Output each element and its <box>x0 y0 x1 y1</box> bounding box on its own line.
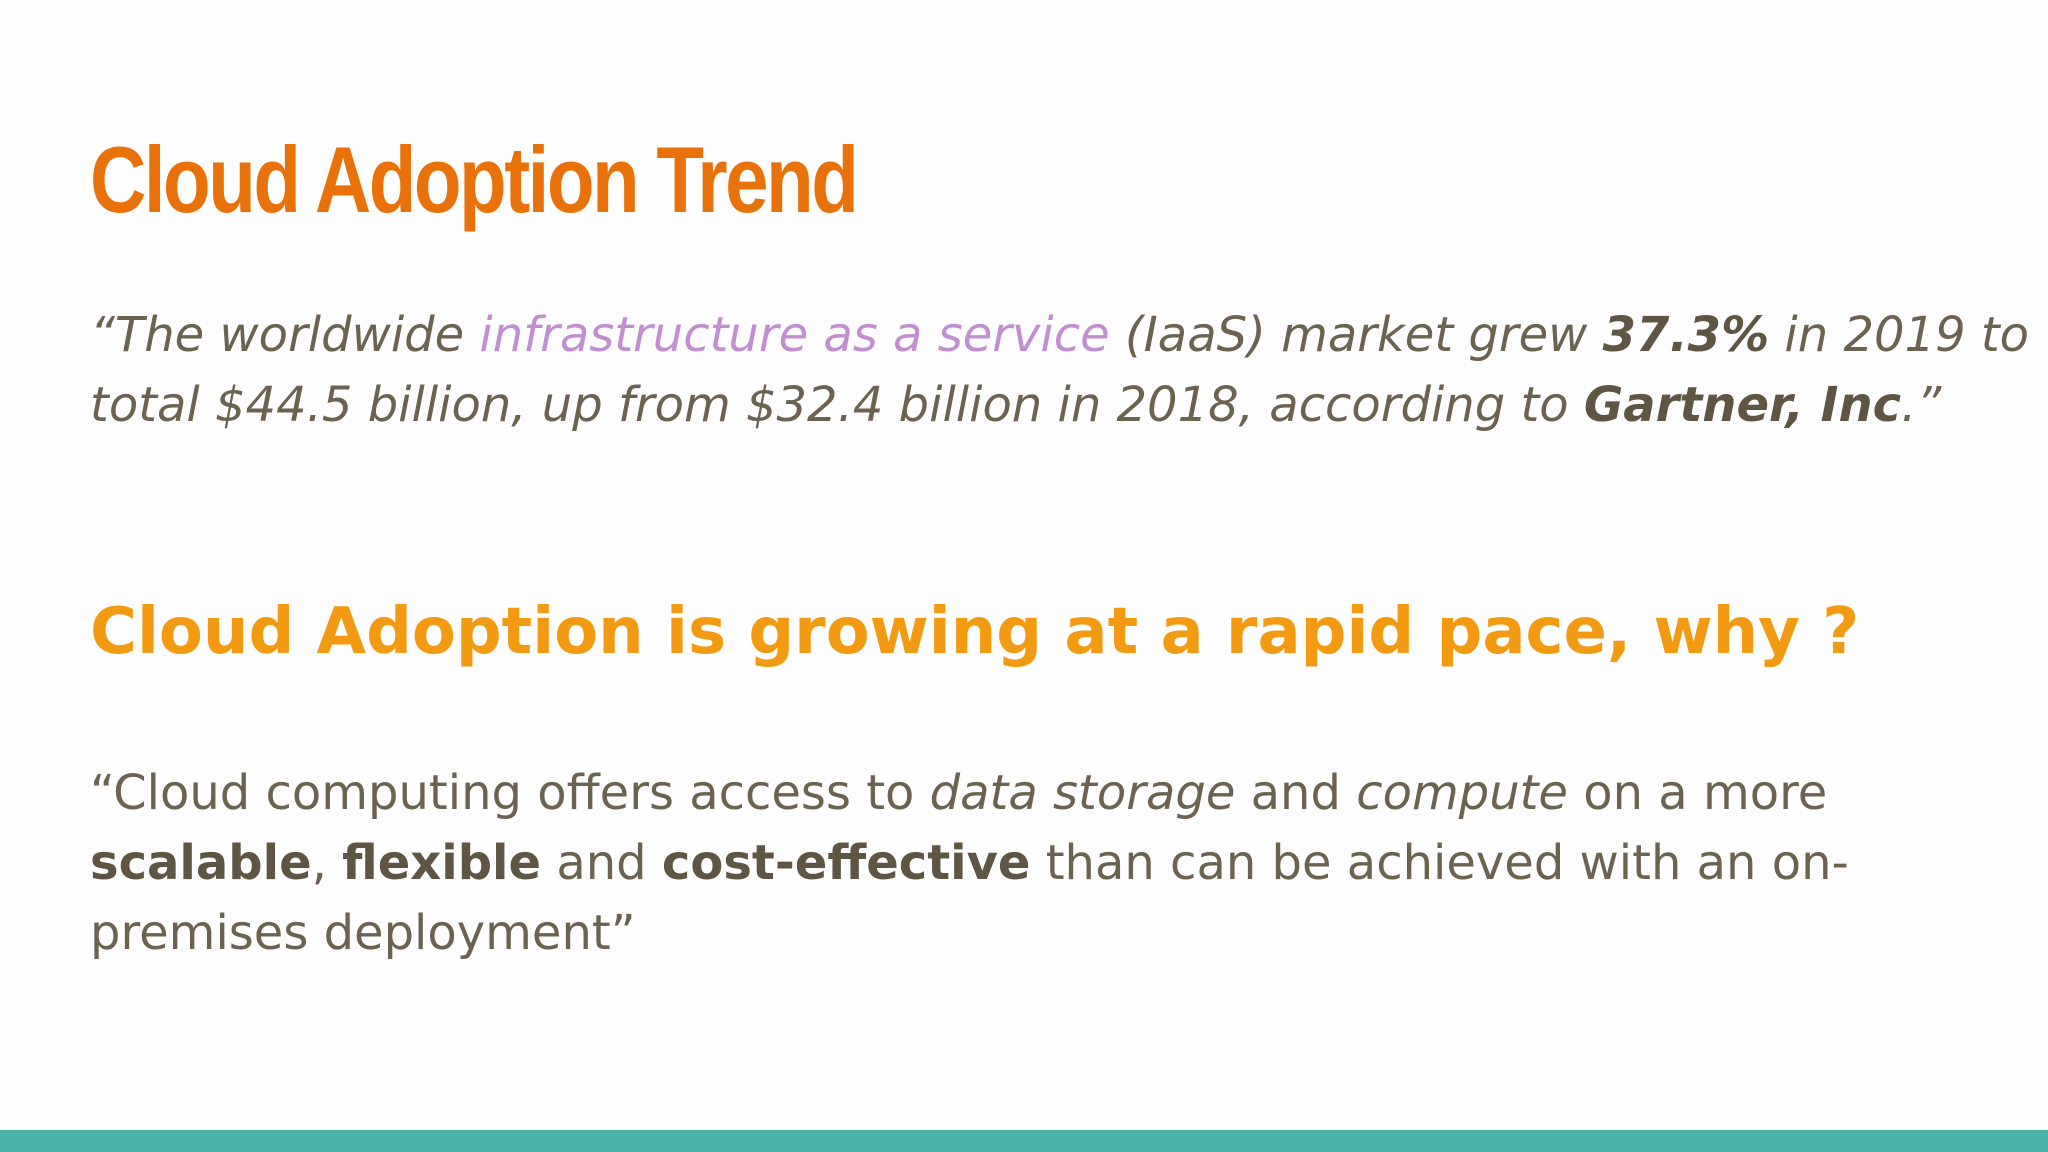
quote-line-2: total $44.5 billion, up from $32.4 billi… <box>90 370 1990 440</box>
quote-text: and <box>1235 765 1357 821</box>
quote-text: (IaaS) market grew <box>1109 307 1603 363</box>
quote-text: than can be achieved with an on- <box>1030 835 1849 891</box>
quote-text: on a more <box>1567 765 1828 821</box>
quote-text: The worldwide <box>114 307 480 363</box>
close-quote: .” <box>1901 377 1942 433</box>
open-quote: “ <box>90 307 115 363</box>
quote-line-3: premises deployment” <box>90 898 1990 968</box>
quote-text: in 2019 to <box>1769 307 2030 363</box>
term-scalable: scalable <box>90 835 312 891</box>
quote-text: “Cloud computing offers access to <box>90 765 930 821</box>
quote-text: total $44.5 billion, up from $32.4 billi… <box>90 377 1584 433</box>
term-data-storage: data storage <box>929 765 1236 821</box>
quote-line-1: “The worldwide infrastructure as a servi… <box>90 300 2029 370</box>
cloud-computing-quote: “Cloud computing offers access to data s… <box>90 758 1990 968</box>
quote-text: and <box>541 835 662 891</box>
quote-line-2: scalable, flexible and cost-effective th… <box>90 828 1990 898</box>
slide-title: Cloud Adoption Trend <box>90 127 859 232</box>
quote-source: Gartner, Inc <box>1583 377 1902 433</box>
quote-line-1: “Cloud computing offers access to data s… <box>90 758 1990 828</box>
subheading: Cloud Adoption is growing at a rapid pac… <box>90 595 1860 669</box>
quote-text: premises deployment” <box>90 905 636 961</box>
growth-figure: 37.3% <box>1602 307 1770 363</box>
term-compute: compute <box>1356 765 1568 821</box>
quote-text: , <box>311 835 343 891</box>
iaas-market-quote: “The worldwide infrastructure as a servi… <box>90 300 2029 440</box>
iaas-highlight: infrastructure as a service <box>479 307 1110 363</box>
term-flexible: flexible <box>342 835 542 891</box>
bottom-accent-bar <box>0 1130 2048 1152</box>
term-cost-effective: cost-effective <box>661 835 1031 891</box>
